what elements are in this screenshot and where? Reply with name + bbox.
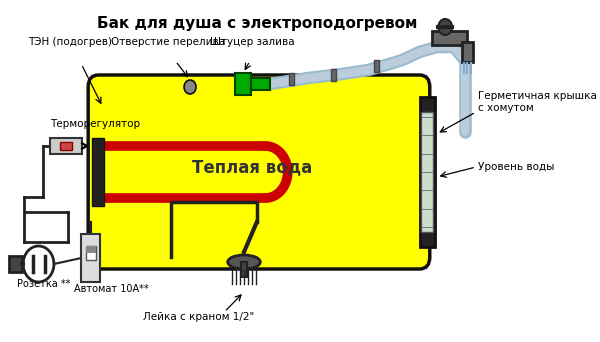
Text: Бак для душа с электроподогревом: Бак для душа с электроподогревом [97, 16, 417, 31]
Text: Герметичная крышка
с хомутом: Герметичная крышка с хомутом [478, 91, 596, 113]
Text: Розетка **: Розетка ** [17, 279, 70, 289]
Bar [82, 234, 100, 282]
Bar [374, 60, 379, 72]
Bar [419, 97, 435, 247]
Ellipse shape [228, 255, 260, 269]
Bar [50, 138, 82, 154]
Circle shape [439, 19, 452, 35]
Text: Лейка с краном 1/2": Лейка с краном 1/2" [143, 312, 254, 322]
Bar [235, 73, 251, 95]
Text: Автомат 10А**: Автомат 10А** [74, 284, 148, 294]
Bar [86, 246, 96, 253]
Bar [433, 31, 467, 45]
Bar [463, 42, 473, 62]
Bar [86, 246, 96, 260]
FancyBboxPatch shape [88, 75, 430, 269]
Bar [421, 112, 433, 232]
Text: Терморегулятор: Терморегулятор [50, 119, 140, 129]
Bar [92, 138, 104, 206]
Bar [241, 262, 247, 277]
Text: ТЭН (подогрев): ТЭН (подогрев) [28, 37, 112, 47]
Circle shape [184, 80, 196, 94]
Bar [60, 142, 72, 150]
Text: Отверстие перелива: Отверстие перелива [111, 37, 225, 47]
Bar [331, 69, 337, 81]
Text: Уровень воды: Уровень воды [478, 162, 554, 172]
Bar [289, 73, 293, 85]
Bar [8, 256, 22, 272]
Text: Теплая вода: Теплая вода [193, 158, 313, 176]
Text: Штуцер залива: Штуцер залива [210, 37, 295, 47]
Bar [251, 78, 269, 90]
